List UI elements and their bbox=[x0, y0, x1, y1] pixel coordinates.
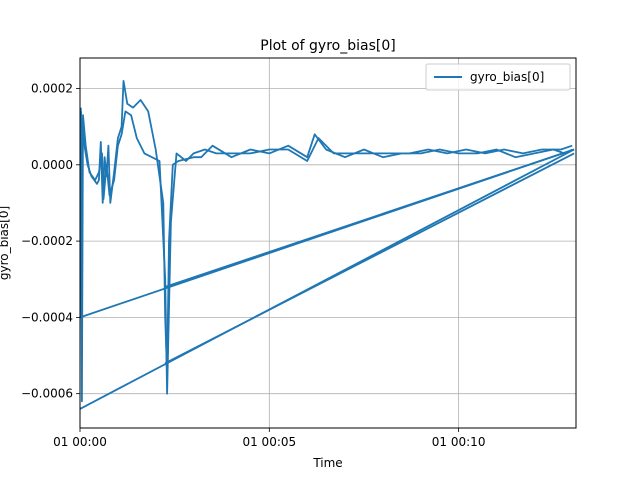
y-tick-label: 0.0002 bbox=[31, 82, 73, 96]
y-tick-label: −0.0006 bbox=[21, 387, 73, 401]
x-axis-label: Time bbox=[312, 456, 342, 470]
chart-title: Plot of gyro_bias[0] bbox=[260, 38, 395, 54]
tick-layer: 01 00:00 01 00:05 01 00:10 0.0002 0.0000 −0.0… bbox=[21, 82, 486, 449]
y-axis-label: gyro_bias[0] bbox=[0, 206, 11, 280]
legend-label: gyro_bias[0] bbox=[470, 70, 544, 84]
y-tick-label: 0.0000 bbox=[31, 158, 73, 172]
series-line-gyro-bias-0 bbox=[80, 110, 573, 403]
y-tick-label: −0.0002 bbox=[21, 234, 73, 248]
axes-frame bbox=[79, 57, 577, 429]
x-tick-label: 01 00:00 bbox=[53, 435, 107, 449]
legend: gyro_bias[0] bbox=[425, 63, 571, 91]
series-line-gyro-bias-0 bbox=[164, 152, 575, 365]
x-tick-label: 01 00:05 bbox=[242, 435, 296, 449]
y-tick-label: −0.0004 bbox=[21, 310, 73, 324]
series-line-gyro-bias-0 bbox=[164, 148, 575, 288]
x-tick-label: 01 00:10 bbox=[432, 435, 486, 449]
legend-box bbox=[425, 63, 571, 91]
series-layer bbox=[79, 80, 575, 410]
